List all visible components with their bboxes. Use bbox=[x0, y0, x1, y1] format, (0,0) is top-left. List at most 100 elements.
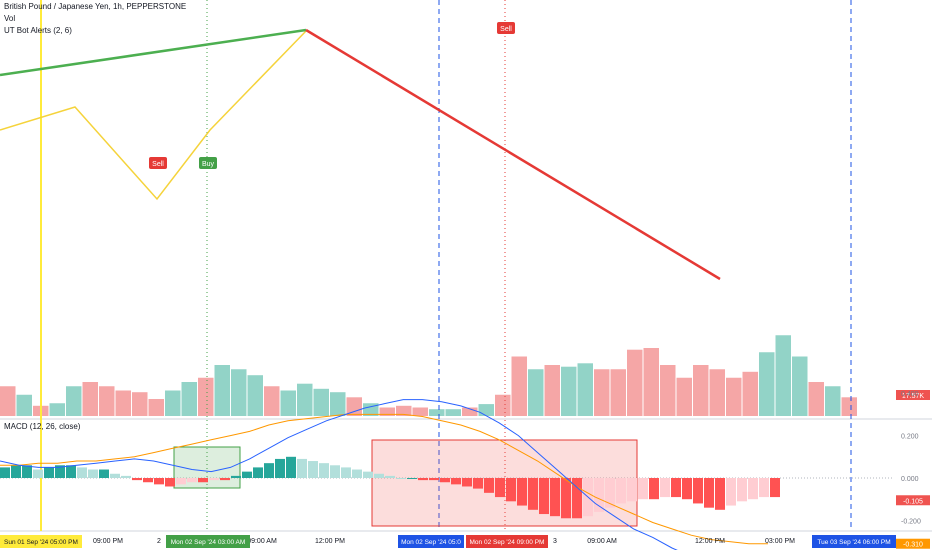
volume-bar bbox=[297, 383, 313, 416]
macd-histogram-bar bbox=[572, 478, 582, 519]
macd-histogram-bar bbox=[88, 469, 98, 478]
macd-histogram-bar bbox=[99, 469, 109, 478]
uptrend-line bbox=[0, 28, 307, 77]
macd-histogram-bar bbox=[22, 465, 32, 478]
macd-histogram-bar bbox=[627, 478, 637, 502]
time-tag bbox=[812, 535, 896, 548]
macd-histogram-bar bbox=[209, 478, 219, 481]
macd-tick-label: 0.000 bbox=[901, 476, 919, 483]
macd-histogram-bar bbox=[495, 478, 505, 498]
volume-bar bbox=[462, 407, 478, 416]
volume-bar bbox=[759, 352, 775, 416]
macd-histogram-bar bbox=[44, 467, 54, 478]
volume-bar bbox=[49, 403, 65, 416]
macd-histogram-bar bbox=[0, 467, 10, 478]
time-tag bbox=[398, 535, 464, 548]
volume-bar bbox=[346, 397, 362, 416]
macd-histogram-bar bbox=[242, 471, 252, 478]
macd-histogram-bar bbox=[462, 478, 472, 487]
volume-bar bbox=[181, 382, 197, 416]
macd-histogram-bar bbox=[286, 456, 296, 478]
volume-bars bbox=[0, 335, 857, 416]
signal-badge bbox=[149, 157, 167, 169]
volume-bar bbox=[561, 366, 577, 416]
price-axis: 193.600193.200193.000192.800192.600192.4… bbox=[896, 390, 930, 549]
macd-histogram-bar bbox=[594, 478, 604, 512]
macd-histogram-bar bbox=[704, 478, 714, 508]
volume-tag-label: 17.57K bbox=[902, 393, 925, 400]
volume-bar bbox=[82, 382, 98, 416]
volume-bar bbox=[825, 386, 841, 416]
volume-bar bbox=[313, 388, 329, 416]
volume-bar bbox=[66, 386, 82, 416]
macd-histogram-bar bbox=[297, 458, 307, 478]
signal-badge bbox=[199, 157, 217, 169]
time-tag-label: Tue 03 Sep '24 06:00 PM bbox=[817, 539, 890, 546]
macd-histogram-bar bbox=[275, 458, 285, 478]
symbol-title: British Pound / Japanese Yen, 1h, PEPPER… bbox=[4, 2, 187, 11]
macd-histogram-bar bbox=[550, 478, 560, 517]
macd-histogram-bar bbox=[671, 478, 681, 498]
volume-bar bbox=[115, 390, 131, 416]
volume-bar bbox=[610, 369, 626, 416]
macd-histogram-bar bbox=[110, 473, 120, 478]
volume-bar bbox=[396, 405, 412, 416]
macd-histogram-bar bbox=[143, 478, 153, 483]
macd-histogram-bar bbox=[429, 478, 439, 481]
macd-histogram-bar bbox=[605, 478, 615, 508]
macd-histogram-bar bbox=[253, 467, 263, 478]
macd-histogram-bar bbox=[506, 478, 516, 502]
macd-histogram-bar bbox=[341, 467, 351, 478]
macd-histogram-bar bbox=[55, 465, 65, 478]
macd-histogram-bar bbox=[528, 478, 538, 510]
macd-histogram-bar bbox=[396, 478, 406, 479]
macd-value-label: -0.105 bbox=[903, 498, 923, 505]
macd-histogram-bar bbox=[198, 478, 208, 483]
signal-label: Buy bbox=[202, 161, 215, 168]
time-tick-label: 2 bbox=[157, 538, 161, 545]
volume-bar bbox=[808, 382, 824, 416]
volume-bar bbox=[577, 363, 593, 416]
volume-bar bbox=[429, 409, 445, 416]
volume-bar bbox=[643, 348, 659, 416]
volume-bar bbox=[0, 386, 16, 416]
macd-histogram-bar bbox=[649, 478, 659, 500]
macd-histogram-bar bbox=[374, 473, 384, 478]
annotations: Sell Buy Sell bbox=[0, 0, 852, 531]
macd-tick-label: 0.200 bbox=[901, 434, 919, 441]
grid bbox=[0, 418, 932, 532]
time-tag-label: Mon 02 Sep '24 09:00 PM bbox=[470, 539, 545, 546]
volume-bar bbox=[594, 369, 610, 416]
macd-histogram-bar bbox=[451, 478, 461, 485]
macd-histogram-bar bbox=[132, 478, 142, 481]
volume-bar bbox=[379, 407, 395, 416]
macd-histogram-bar bbox=[187, 478, 197, 483]
time-tick-label: 12:00 PM bbox=[315, 538, 345, 545]
volume-bar bbox=[280, 390, 296, 416]
time-tick-label: 09:00 AM bbox=[587, 538, 617, 545]
volume-bar bbox=[363, 403, 379, 416]
time-tick-label: 09:00 AM bbox=[247, 538, 277, 545]
time-tick-label: 03:00 PM bbox=[765, 538, 795, 545]
macd-histogram-bar bbox=[638, 478, 648, 500]
signal-label: Sell bbox=[152, 161, 164, 168]
macd-histogram-bar bbox=[693, 478, 703, 504]
volume-bar bbox=[511, 356, 527, 416]
volume-bar bbox=[709, 369, 725, 416]
time-tag bbox=[0, 535, 82, 548]
macd-histogram-bar bbox=[121, 475, 131, 478]
macd-histogram-bar bbox=[682, 478, 692, 500]
time-tick-label: 09:00 PM bbox=[93, 538, 123, 545]
macd-histogram-bar bbox=[616, 478, 626, 504]
macd-histogram-bar bbox=[561, 478, 571, 519]
volume-bar bbox=[528, 369, 544, 416]
macd-histogram-bar bbox=[330, 465, 340, 478]
time-tag-label: Mon 02 Sep '24 05:0 bbox=[401, 539, 461, 546]
volume-bar bbox=[478, 404, 494, 416]
volume-bar bbox=[676, 377, 692, 416]
volume-bar bbox=[165, 390, 181, 416]
macd-histogram-bar bbox=[77, 467, 87, 478]
